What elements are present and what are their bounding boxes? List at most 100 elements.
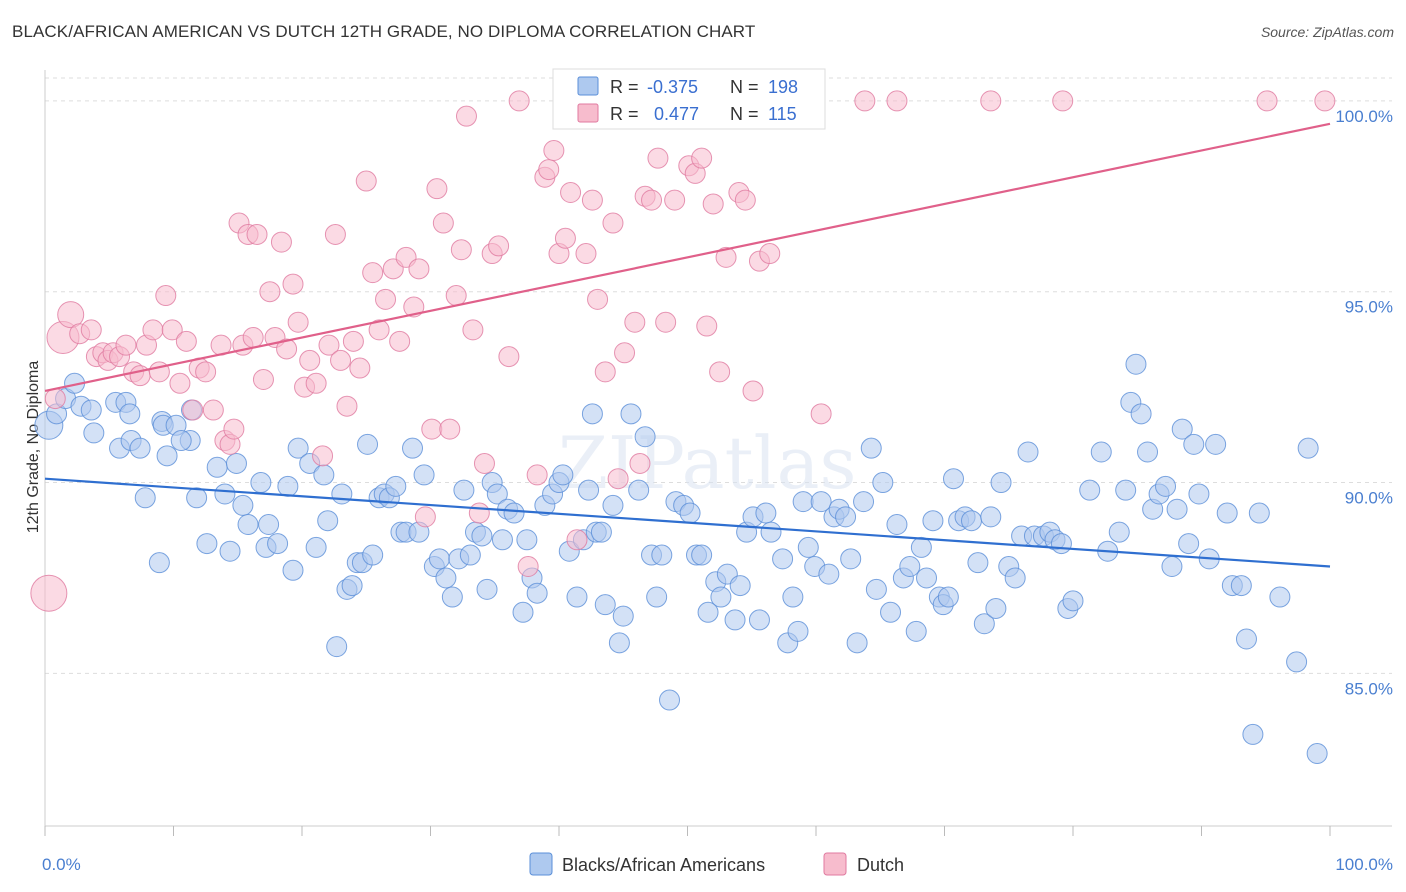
point-blacks — [787, 620, 809, 642]
point-blacks — [985, 597, 1007, 619]
point-blacks — [476, 578, 498, 600]
point-blacks — [760, 521, 782, 543]
point-dutch — [664, 189, 686, 211]
source-note: Source: ZipAtlas.com — [1260, 24, 1394, 40]
point-blacks — [453, 479, 475, 501]
point-dutch — [1314, 90, 1336, 112]
point-dutch — [560, 181, 582, 203]
point-dutch — [450, 239, 472, 261]
point-dutch — [742, 380, 764, 402]
point-blacks — [385, 475, 407, 497]
point-blacks — [942, 468, 964, 490]
point-blacks — [1248, 502, 1270, 524]
point-blacks — [916, 567, 938, 589]
point-blacks — [865, 578, 887, 600]
point-blacks — [341, 575, 363, 597]
point-blacks — [937, 586, 959, 608]
point-dutch — [473, 452, 495, 474]
point-blacks — [83, 422, 105, 444]
legend-n-label: N = — [730, 104, 759, 124]
point-blacks — [612, 605, 634, 627]
point-blacks — [620, 403, 642, 425]
point-dutch — [342, 330, 364, 352]
point-blacks — [1171, 418, 1193, 440]
legend-swatch-dutch — [823, 852, 847, 876]
legend-top: R = -0.375 N = 198 R = 0.477 N = 115 — [552, 68, 826, 130]
point-dutch — [30, 574, 68, 612]
point-dutch — [276, 338, 298, 360]
point-blacks — [1004, 567, 1026, 589]
point-blacks — [357, 433, 379, 455]
point-blacks — [792, 491, 814, 513]
point-dutch — [57, 301, 85, 329]
point-blacks — [960, 510, 982, 532]
point-blacks — [1155, 475, 1177, 497]
point-dutch — [734, 189, 756, 211]
point-blacks — [435, 567, 457, 589]
point-blacks — [1125, 353, 1147, 375]
point-dutch — [488, 235, 510, 257]
point-blacks — [1108, 521, 1130, 543]
point-blacks — [840, 548, 862, 570]
point-dutch — [508, 90, 530, 112]
point-blacks — [724, 609, 746, 631]
point-blacks — [1286, 651, 1308, 673]
point-blacks — [1130, 403, 1152, 425]
point-blacks — [590, 521, 612, 543]
point-blacks — [1115, 479, 1137, 501]
axes — [44, 70, 1392, 827]
point-blacks — [634, 426, 656, 448]
point-dutch — [587, 288, 609, 310]
point-dutch — [538, 159, 560, 181]
point-blacks — [267, 533, 289, 555]
point-blacks — [860, 437, 882, 459]
point-blacks — [872, 472, 894, 494]
y-tick-label: 100.0% — [1335, 107, 1393, 126]
point-blacks — [835, 506, 857, 528]
y-tick-label: 95.0% — [1345, 298, 1393, 317]
point-blacks — [628, 479, 650, 501]
point-blacks — [594, 594, 616, 616]
point-dutch — [1256, 90, 1278, 112]
point-blacks — [578, 479, 600, 501]
point-blacks — [219, 540, 241, 562]
point-blacks — [651, 544, 673, 566]
point-dutch — [614, 342, 636, 364]
y-axis-label: 12th Grade, No Diploma — [25, 361, 42, 534]
legend-n-value: 115 — [768, 104, 797, 124]
point-blacks — [810, 491, 832, 513]
point-blacks — [1306, 742, 1328, 764]
point-dutch — [455, 105, 477, 127]
point-blacks — [196, 533, 218, 555]
point-blacks — [237, 514, 259, 536]
point-blacks — [486, 483, 508, 505]
legend-r-value: 0.477 — [654, 104, 699, 124]
point-dutch — [259, 281, 281, 303]
point-dutch — [647, 147, 669, 169]
point-blacks — [772, 548, 794, 570]
point-dutch — [349, 357, 371, 379]
point-dutch — [169, 372, 191, 394]
point-blacks — [1137, 441, 1159, 463]
trend-lines — [44, 122, 1331, 568]
point-dutch — [175, 330, 197, 352]
y-tick-labels: 85.0% 90.0% 95.0% 100.0% — [1335, 107, 1393, 698]
legend-label-blacks: Blacks/African Americans — [562, 855, 765, 875]
trend-line-blacks — [44, 477, 1331, 568]
point-blacks — [1188, 483, 1210, 505]
point-dutch — [439, 418, 461, 440]
point-dutch — [362, 262, 384, 284]
point-dutch — [155, 285, 177, 307]
point-dutch — [980, 90, 1002, 112]
point-dutch — [759, 243, 781, 265]
point-blacks — [1062, 590, 1084, 612]
point-blacks — [287, 437, 309, 459]
y-tick-label: 85.0% — [1345, 679, 1393, 698]
point-dutch — [641, 189, 663, 211]
point-blacks — [1090, 441, 1112, 463]
point-dutch — [854, 90, 876, 112]
point-blacks — [581, 403, 603, 425]
legend-swatch-blacks — [529, 852, 553, 876]
point-dutch — [554, 227, 576, 249]
point-dutch — [709, 361, 731, 383]
